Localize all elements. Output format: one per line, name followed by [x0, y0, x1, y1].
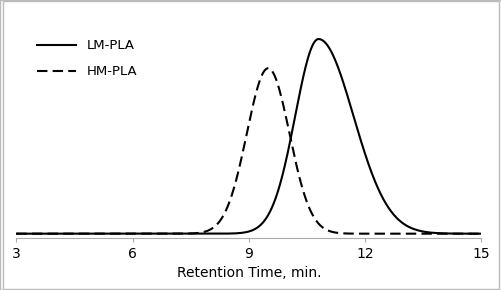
LM-PLA [477, 232, 483, 235]
HM-PLA [468, 232, 474, 235]
HM-PLA [66, 232, 72, 235]
LM-PLA [418, 230, 424, 233]
LM-PLA [211, 232, 217, 235]
HM-PLA [94, 232, 100, 235]
Line: HM-PLA: HM-PLA [17, 68, 480, 234]
HM-PLA [14, 232, 20, 235]
LM-PLA [14, 232, 20, 235]
LM-PLA [191, 232, 197, 235]
HM-PLA [265, 66, 271, 70]
HM-PLA [477, 232, 483, 235]
HM-PLA [418, 232, 424, 235]
Line: LM-PLA: LM-PLA [17, 39, 480, 234]
LM-PLA [468, 232, 474, 235]
HM-PLA [191, 231, 197, 235]
LM-PLA [94, 232, 100, 235]
HM-PLA [211, 225, 217, 228]
LM-PLA [315, 37, 321, 41]
X-axis label: Retention Time, min.: Retention Time, min. [176, 266, 321, 280]
LM-PLA [66, 232, 72, 235]
Legend: LM-PLA, HM-PLA: LM-PLA, HM-PLA [37, 39, 137, 78]
